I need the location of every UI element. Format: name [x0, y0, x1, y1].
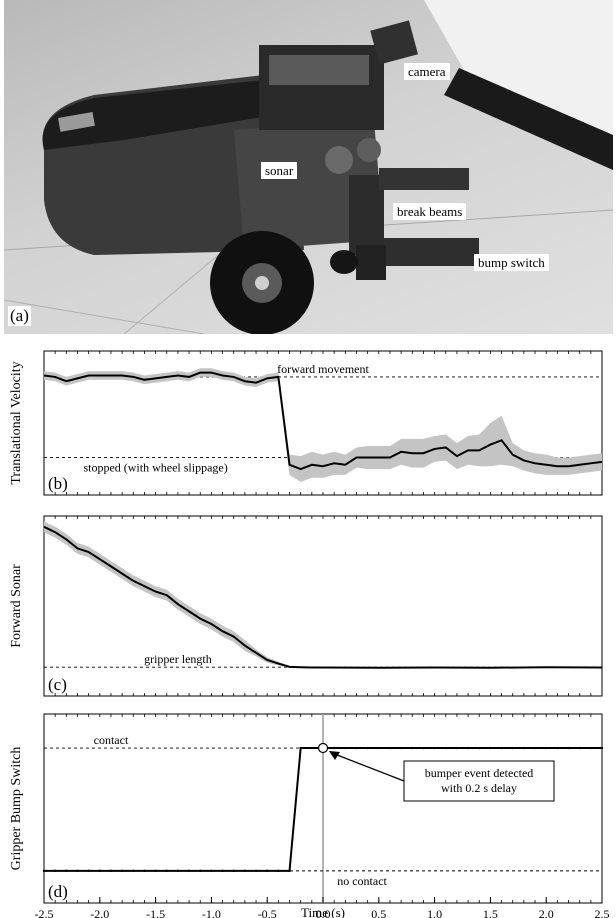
data-point [187, 869, 191, 873]
data-point [422, 746, 425, 750]
data-point [210, 869, 213, 873]
chart-panel-1: forward movement stopped (with wheel slip… [9, 350, 603, 496]
break-beams-label: break beams [393, 203, 467, 220]
panel-label: (c) [48, 675, 67, 694]
x-axis-label: Time (s) [301, 905, 345, 918]
data-point [567, 746, 570, 750]
data-point [455, 746, 459, 750]
data-point [444, 746, 447, 750]
reference-label: stopped (with wheel slippage) [83, 461, 227, 475]
data-point [600, 746, 604, 750]
data-point [344, 746, 347, 750]
data-point [388, 746, 392, 750]
data-point [366, 746, 369, 750]
x-tick-label: 2.5 [595, 907, 610, 918]
robot-photo: camera sonar break beams bump switch (a) [4, 0, 613, 334]
data-point [277, 869, 280, 873]
data-point [533, 746, 537, 750]
sonar-label: sonar [261, 162, 298, 179]
plot-frame [43, 515, 603, 697]
data-point [466, 746, 470, 750]
data-point [478, 746, 481, 750]
data-point [299, 746, 302, 750]
y-axis-label: Forward Sonar [9, 564, 24, 648]
data-point [154, 869, 157, 873]
x-tick-label: -2.0 [90, 907, 109, 918]
data-point [288, 869, 291, 873]
x-tick-label: -1.5 [146, 907, 165, 918]
annotation-box [403, 760, 555, 802]
reference-label: no contact [337, 874, 387, 888]
data-point [266, 869, 269, 873]
panel-label: (b) [48, 474, 68, 493]
chart-panel-3: contact no contact bumper event detectedwi… [9, 713, 610, 918]
data-point [355, 746, 358, 750]
data-point [98, 869, 102, 873]
data-point [76, 869, 79, 873]
data-point [53, 869, 57, 873]
data-point [377, 746, 380, 750]
x-tick-label: -2.5 [35, 907, 54, 918]
series-line [43, 525, 603, 669]
data-point [199, 869, 202, 873]
data-point [232, 869, 235, 873]
chart-panel-2: gripper length Forward Sonar (c) [9, 515, 603, 697]
y-axis-label: Gripper Bump Switch [9, 747, 24, 871]
reference-label: forward movement [277, 362, 369, 376]
x-tick-label: 0.0 [316, 907, 331, 918]
data-point [254, 869, 258, 873]
data-point [511, 746, 514, 750]
data-point [433, 746, 436, 750]
reference-label: contact [94, 733, 129, 747]
data-point [176, 869, 180, 873]
data-point [522, 746, 526, 750]
data-point [545, 746, 548, 750]
data-point [109, 869, 113, 873]
data-point [243, 869, 247, 873]
annotation-arrow [331, 752, 405, 782]
data-point [556, 746, 559, 750]
camera-label: camera [404, 63, 450, 80]
data-point [165, 869, 168, 873]
bump-switch-label: bump switch [474, 254, 549, 271]
robot-illustration [4, 0, 613, 334]
data-point [332, 746, 336, 750]
y-axis-label: Translational Velocity [9, 361, 24, 484]
data-point [87, 869, 90, 873]
series-line [43, 371, 603, 471]
data-point [42, 869, 46, 873]
x-tick-label: 1.0 [427, 907, 442, 918]
x-tick-label: -1.0 [202, 907, 221, 918]
data-point [221, 869, 224, 873]
variance-band [44, 521, 602, 669]
annotation-text: bumper event detected [425, 766, 534, 780]
data-point [310, 746, 314, 750]
annotation-arrowhead [329, 751, 340, 761]
data-point [120, 869, 124, 873]
panel-label-a: (a) [8, 306, 31, 326]
annotation-text: with 0.2 s delay [441, 781, 517, 795]
data-point [143, 869, 146, 873]
data-point [489, 746, 492, 750]
data-point [399, 746, 403, 750]
data-point [500, 746, 503, 750]
event-point [317, 742, 329, 754]
reference-label: gripper length [144, 652, 212, 666]
data-point [65, 869, 68, 873]
data-point [132, 869, 135, 873]
data-point [578, 746, 581, 750]
x-tick-label: 2.0 [539, 907, 554, 918]
data-point [411, 746, 414, 750]
data-point [589, 746, 593, 750]
panel-label: (d) [48, 882, 68, 901]
x-tick-label: 1.5 [483, 907, 498, 918]
x-tick-label: 0.5 [371, 907, 386, 918]
x-tick-label: -0.5 [258, 907, 277, 918]
